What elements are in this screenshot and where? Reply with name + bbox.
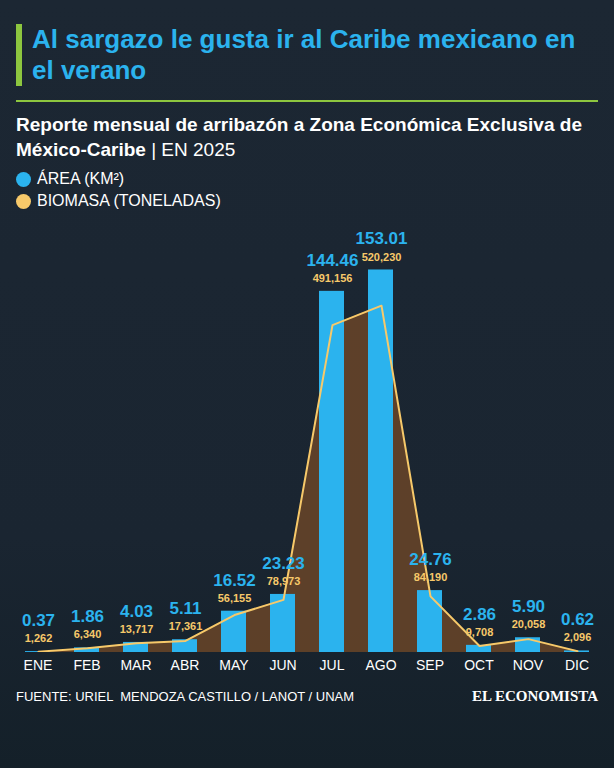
- svg-text:1.86: 1.86: [71, 607, 104, 626]
- svg-text:MAR: MAR: [120, 657, 151, 673]
- svg-text:0.37: 0.37: [22, 611, 55, 630]
- html-text:ÁREA (KM²): ÁREA (KM²): [37, 170, 125, 187]
- svg-text:2,096: 2,096: [564, 631, 592, 643]
- svg-text:78,973: 78,973: [267, 575, 301, 587]
- svg-text:9,708: 9,708: [466, 626, 494, 638]
- svg-text:491,156: 491,156: [313, 272, 353, 284]
- html-text:Al sargazo le gusta ir al Cari: Al sargazo le gusta ir al Caribe mexican…: [32, 24, 576, 85]
- svg-text:0.62: 0.62: [561, 610, 594, 629]
- svg-text:1,262: 1,262: [25, 632, 53, 644]
- svg-text:2.86: 2.86: [463, 605, 496, 624]
- svg-text:20,058: 20,058: [512, 618, 546, 630]
- svg-text:520,230: 520,230: [362, 250, 402, 262]
- svg-text:MAY: MAY: [219, 657, 249, 673]
- svg-text:SEP: SEP: [416, 657, 444, 673]
- svg-text:56,155: 56,155: [218, 592, 252, 604]
- svg-text:OCT: OCT: [464, 657, 494, 673]
- svg-text:ABR: ABR: [171, 657, 200, 673]
- svg-text:84,190: 84,190: [414, 571, 448, 583]
- svg-text:6,340: 6,340: [74, 628, 102, 640]
- svg-text:4.03: 4.03: [120, 602, 153, 621]
- svg-text:NOV: NOV: [513, 657, 544, 673]
- svg-text:5.11: 5.11: [169, 599, 201, 618]
- svg-text:AGO: AGO: [365, 657, 396, 673]
- svg-text:ENE: ENE: [24, 657, 53, 673]
- svg-text:24.76: 24.76: [409, 550, 452, 569]
- svg-text:FEB: FEB: [73, 657, 100, 673]
- svg-text:13,717: 13,717: [120, 623, 154, 635]
- svg-text:JUN: JUN: [269, 657, 296, 673]
- html-text:Reporte mensual de arribazón a: Reporte mensual de arribazón a Zona Econ…: [16, 114, 582, 160]
- html-text:BIOMASA (TONELADAS): BIOMASA (TONELADAS): [37, 192, 221, 209]
- svg-text:5.90: 5.90: [512, 597, 545, 616]
- svg-text:17,361: 17,361: [169, 620, 203, 632]
- svg-text:16.52: 16.52: [213, 571, 256, 590]
- svg-text:JUL: JUL: [320, 657, 345, 673]
- svg-text:23.23: 23.23: [262, 554, 305, 573]
- html-text:FUENTE: URIEL MENDOZA CASTILLO: FUENTE: URIEL MENDOZA CASTILLO / LANOT /…: [16, 689, 355, 704]
- svg-text:144.46: 144.46: [307, 251, 359, 270]
- html-text:EL ECONOMISTA: EL ECONOMISTA: [472, 688, 598, 704]
- svg-text:DIC: DIC: [565, 657, 589, 673]
- svg-text:153.01: 153.01: [356, 229, 408, 248]
